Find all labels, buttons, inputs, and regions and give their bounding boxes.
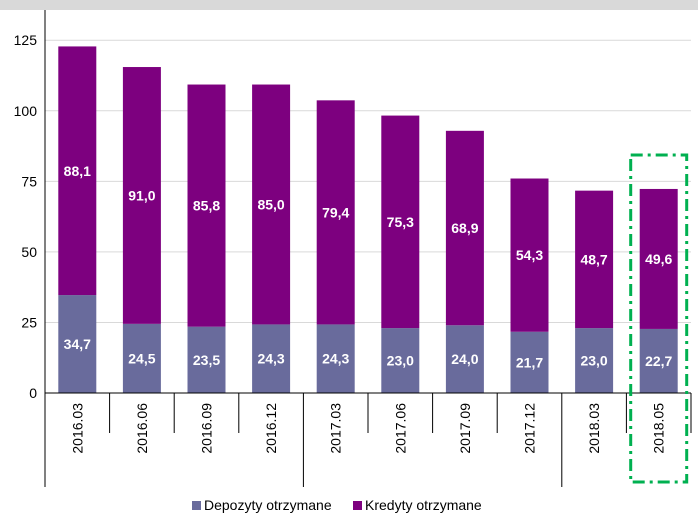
axes [44, 10, 692, 487]
data-label: 49,6 [645, 251, 672, 267]
data-label: 23,0 [580, 353, 607, 369]
bar-segment [122, 67, 161, 324]
y-tick-label: 125 [14, 32, 38, 48]
data-label: 91,0 [128, 187, 155, 203]
data-label: 34,7 [64, 336, 91, 352]
x-category-label: 2016.06 [134, 403, 150, 454]
x-category-label: 2016.12 [263, 403, 279, 454]
data-label: 48,7 [580, 251, 607, 267]
bar-segment [639, 328, 678, 393]
data-label: 24,0 [451, 351, 478, 367]
y-tick-label: 25 [21, 314, 37, 330]
data-label: 54,3 [516, 247, 543, 263]
y-tick-label: 100 [14, 103, 38, 119]
x-axis-categories: 2016.03 2016.06 2016.09 2016.12 2017.03 2017.… [69, 403, 666, 454]
bar-segment [445, 325, 484, 393]
x-category-label: 2016.03 [69, 403, 85, 454]
data-label: 79,4 [322, 204, 349, 220]
data-label: 23,0 [387, 353, 414, 369]
bar-segment [575, 328, 614, 393]
bar-segment [58, 46, 97, 296]
x-category-label: 2016.09 [199, 403, 215, 454]
legend-label: Depozyty otrzymane [204, 497, 332, 513]
bar-segment [316, 100, 355, 325]
x-category-label: 2017.09 [457, 403, 473, 454]
bar-segment [575, 190, 614, 329]
bar-segment [252, 324, 291, 393]
bar-segment [122, 323, 161, 393]
data-label: 24,5 [128, 350, 155, 366]
data-label: 85,8 [193, 198, 220, 214]
y-axis-ticks: 0 25 50 75 100 125 [14, 32, 38, 401]
bar-segment [510, 178, 549, 332]
bar-segment [252, 84, 291, 325]
data-label: 21,7 [516, 354, 543, 370]
legend-label: Kredyty otrzymane [365, 497, 482, 513]
data-label: 75,3 [387, 214, 414, 230]
bars: 34,7 88,1 24,5 91,0 23,5 85,8 24,3 85,0 24,3 79,4… [58, 46, 678, 393]
bar-segment [639, 188, 678, 329]
y-tick-label: 0 [29, 385, 37, 401]
bar-segment [187, 84, 226, 327]
bar-segment [58, 295, 97, 393]
highlight-frame [629, 153, 689, 484]
legend-swatch [192, 501, 201, 510]
y-tick-label: 75 [21, 173, 37, 189]
top-band [0, 0, 698, 10]
x-category-label: 2017.12 [522, 403, 538, 454]
data-label: 22,7 [645, 353, 672, 369]
legend-swatch [353, 501, 362, 510]
y-tick-label: 50 [21, 244, 37, 260]
legend: Depozyty otrzymane Kredyty otrzymane [192, 497, 482, 513]
bar-segment [187, 326, 226, 393]
bar-segment [381, 328, 420, 393]
x-category-label: 2017.03 [328, 403, 344, 454]
data-label: 23,5 [193, 352, 220, 368]
bar-segment [510, 331, 549, 393]
data-label: 24,3 [322, 351, 349, 367]
data-label: 88,1 [64, 163, 91, 179]
data-label: 85,0 [257, 196, 284, 212]
bar-segment [316, 324, 355, 393]
data-label: 68,9 [451, 220, 478, 236]
x-category-label: 2018.03 [586, 403, 602, 454]
highlight-box [629, 153, 689, 484]
bar-segment [381, 115, 420, 329]
bar-segment [445, 130, 484, 326]
x-category-label: 2018.05 [651, 403, 667, 454]
x-category-label: 2017.06 [392, 403, 408, 454]
data-label: 24,3 [257, 351, 284, 367]
